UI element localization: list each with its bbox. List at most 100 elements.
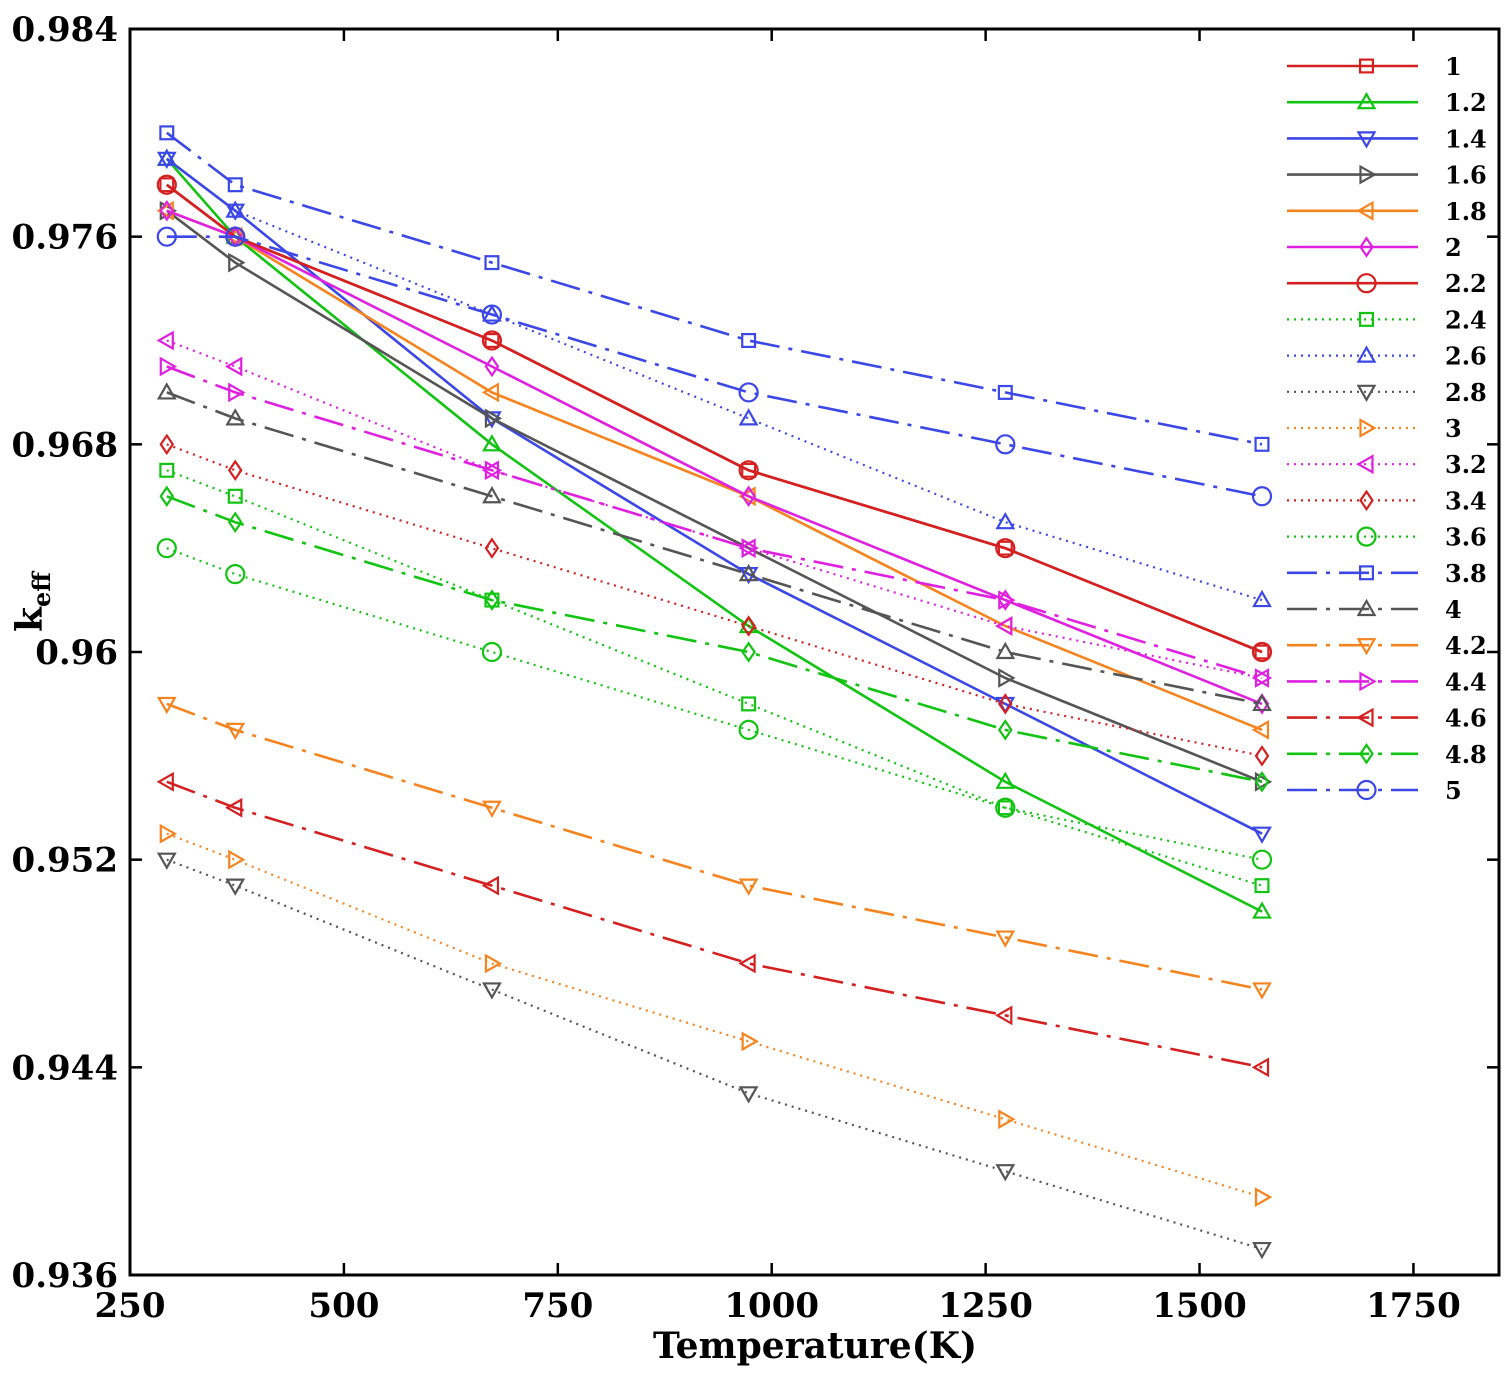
- series-2.2: [156, 174, 1273, 663]
- data-point: [484, 953, 503, 974]
- series-2.8: [156, 852, 1272, 1260]
- legend-label: 2.6: [1445, 342, 1487, 371]
- data-point: [738, 878, 759, 896]
- series-line-5: [166, 235, 1263, 498]
- legend-marker: [1356, 384, 1377, 403]
- legend-marker: [1358, 565, 1374, 581]
- data-point: [998, 668, 1016, 688]
- legend-item: 1.6: [1287, 161, 1487, 190]
- data-point: [156, 174, 177, 195]
- data-point: [481, 382, 500, 403]
- data-point: [997, 693, 1013, 715]
- x-axis-title: Temperature(K): [653, 1325, 977, 1367]
- data-point: [482, 486, 502, 504]
- legend-item: 2.8: [1287, 378, 1487, 407]
- data-point: [228, 849, 246, 870]
- y-tick-label: 0.96: [35, 633, 118, 673]
- data-point: [159, 433, 175, 456]
- series-line-4.8: [166, 495, 1263, 784]
- legend-marker: [1356, 131, 1377, 149]
- legend-item: 1.2: [1287, 88, 1487, 117]
- legend-item: 2.2: [1287, 269, 1487, 298]
- data-point: [1252, 901, 1272, 919]
- legend-label: 1: [1445, 52, 1462, 81]
- data-point: [484, 355, 500, 378]
- y-axis-title-subscript: eff: [27, 571, 56, 607]
- data-point: [741, 696, 757, 712]
- data-point: [481, 330, 503, 351]
- plot-series: [156, 125, 1273, 1260]
- legend-label: 4: [1445, 595, 1462, 624]
- data-point: [159, 485, 175, 508]
- y-axis-title: keff: [9, 571, 56, 632]
- data-point: [484, 589, 500, 611]
- series-line-4.4: [166, 365, 1263, 680]
- legend-marker: [1358, 58, 1374, 74]
- data-point: [482, 800, 502, 818]
- legend-label: 1.8: [1445, 197, 1487, 226]
- data-point: [156, 148, 177, 166]
- legend-marker: [1359, 489, 1374, 512]
- data-point: [741, 333, 757, 349]
- legend: 1 1.2 1.4 1.6 1.8 2 2.2 2.4 2.6 2.8 3 3.2 3.4 3.6 3.8 4…: [1287, 52, 1487, 805]
- series-line-4.6: [166, 780, 1263, 1069]
- legend-item: 3.6: [1287, 523, 1487, 552]
- data-point: [1254, 745, 1270, 767]
- data-point: [225, 878, 246, 896]
- data-point: [484, 333, 500, 349]
- data-point: [1251, 719, 1270, 740]
- series-line-4.2: [166, 702, 1263, 991]
- data-point: [738, 408, 759, 426]
- legend-label: 2: [1445, 233, 1462, 262]
- series-5: [156, 226, 1273, 507]
- data-point: [995, 771, 1016, 789]
- data-point: [995, 641, 1016, 660]
- legend-label: 3.6: [1445, 523, 1487, 552]
- legend-marker: [1356, 273, 1377, 294]
- legend-label: 2.4: [1445, 305, 1487, 334]
- data-point: [1251, 1057, 1270, 1078]
- legend-marker: [1359, 164, 1377, 185]
- data-point: [1254, 668, 1273, 688]
- legend-label: 5: [1445, 776, 1462, 805]
- legend-label: 1.6: [1445, 161, 1487, 190]
- legend-item: 5: [1287, 776, 1462, 805]
- data-point: [997, 800, 1013, 816]
- data-point: [481, 875, 500, 896]
- legend-item: 2.6: [1287, 342, 1487, 371]
- data-point: [484, 537, 500, 559]
- legend-marker: [1356, 707, 1374, 728]
- y-tick-label: 0.984: [12, 10, 118, 50]
- series-1.6: [159, 200, 1273, 792]
- legend-marker: [1359, 743, 1374, 765]
- data-point: [1252, 1241, 1272, 1260]
- legend-item: 3: [1287, 414, 1462, 443]
- y-tick-label: 0.976: [12, 218, 118, 258]
- data-point: [159, 462, 175, 478]
- legend-marker: [1356, 526, 1377, 547]
- svg-text:keff: keff: [9, 571, 56, 632]
- data-point: [159, 356, 178, 377]
- y-tick-label: 0.936: [12, 1256, 118, 1296]
- series-2.6: [156, 148, 1272, 608]
- series-line-2.8: [166, 858, 1263, 1251]
- data-point: [738, 563, 759, 582]
- legend-label: 1.4: [1445, 124, 1487, 153]
- legend-item: 4.4: [1287, 667, 1487, 696]
- x-tick-label: 750: [522, 1286, 593, 1326]
- legend-label: 1.2: [1445, 88, 1487, 117]
- data-point: [995, 511, 1016, 530]
- series-line-2.4: [166, 469, 1263, 887]
- series-line-1.6: [166, 209, 1263, 784]
- data-point: [225, 564, 246, 585]
- data-point: [995, 538, 1016, 559]
- series-line-1: [166, 183, 1263, 654]
- legend-item: 1: [1287, 52, 1462, 81]
- data-point: [738, 953, 756, 974]
- series-2.4: [159, 462, 1270, 894]
- data-point: [156, 696, 177, 715]
- series-line-4: [166, 391, 1263, 706]
- data-point: [225, 356, 243, 377]
- legend-label: 3.8: [1445, 559, 1487, 588]
